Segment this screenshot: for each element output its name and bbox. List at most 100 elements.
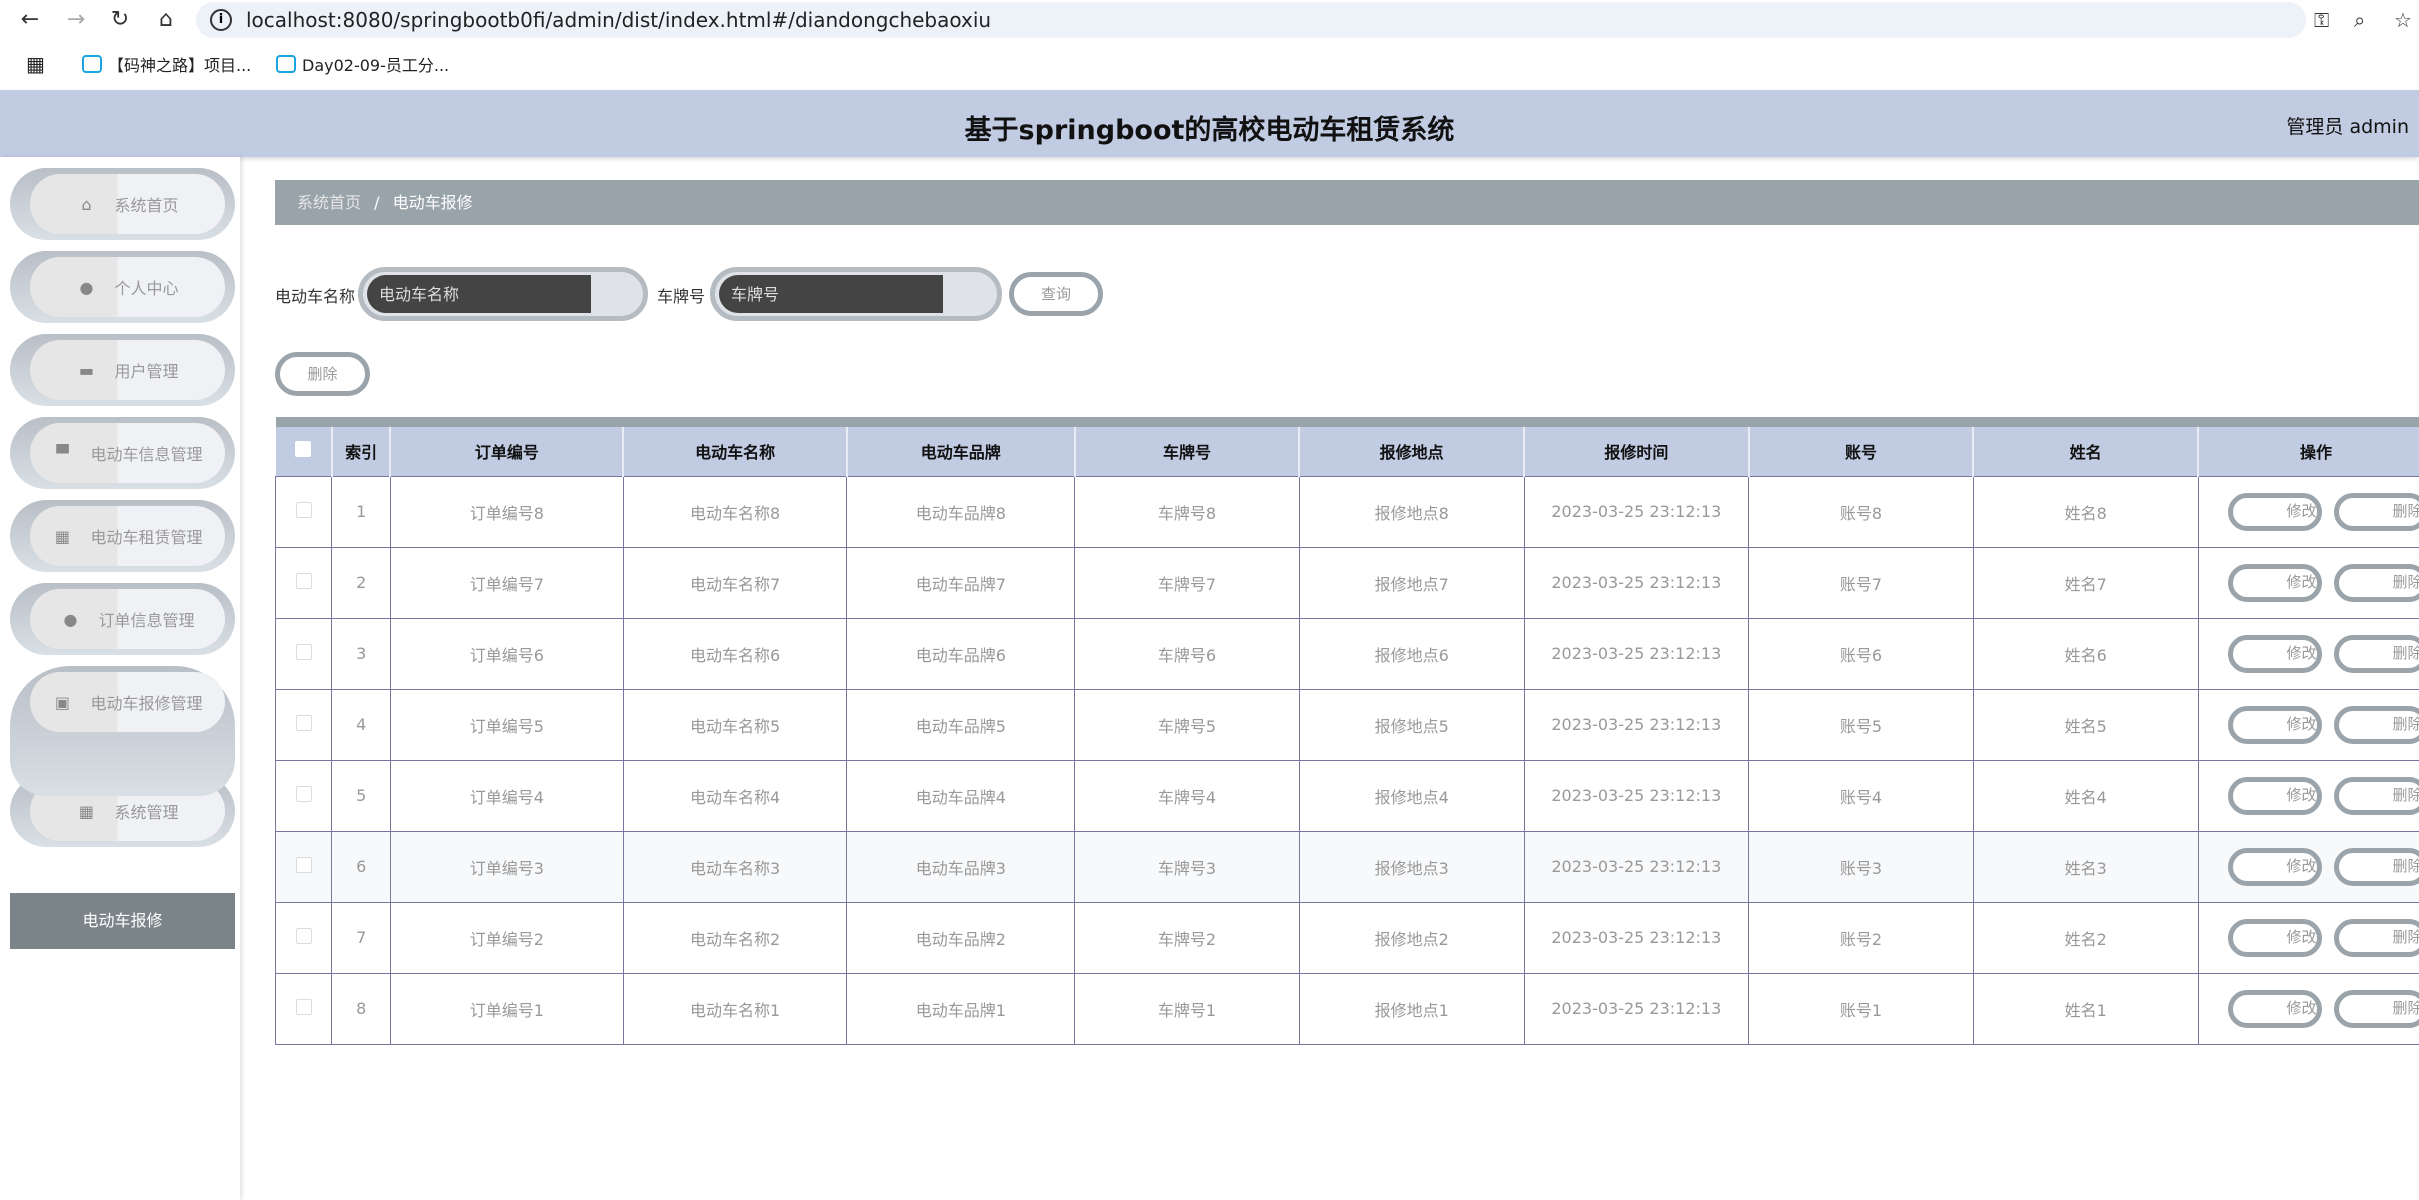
apps-icon[interactable]: ▦ <box>26 52 45 76</box>
edit-button[interactable]: 修改 <box>2227 634 2322 673</box>
home-icon[interactable]: ⌂ <box>159 7 173 32</box>
bookmark-1[interactable]: 【码神之路】项目... <box>82 52 251 76</box>
table-cell: 姓名6 <box>1972 617 2199 690</box>
table-cell: 2023-03-25 23:12:13 <box>1523 759 1750 832</box>
breadcrumb-current: 电动车报修 <box>392 193 473 212</box>
info-icon[interactable]: i <box>210 9 232 31</box>
grid-icon: ▦ <box>78 801 95 821</box>
table-cell: 电动车品牌2 <box>846 901 1076 974</box>
table-row: 6 订单编号3 电动车名称3 电动车品牌3 车牌号3 报修地点3 2023-03-25 23… <box>274 830 2419 903</box>
breadcrumb-home[interactable]: 系统首页 <box>297 193 362 212</box>
table-cell: 姓名8 <box>1972 475 2199 548</box>
row-checkbox[interactable] <box>295 643 312 660</box>
table-cell: 2 <box>331 546 391 619</box>
edit-button[interactable]: 修改 <box>2227 918 2322 957</box>
user-label[interactable]: 管理员 admin <box>2286 116 2409 138</box>
delete-button[interactable]: 删除 <box>2333 492 2419 531</box>
table-cell: 电动车名称4 <box>622 759 848 832</box>
table-cell: 车牌号8 <box>1074 475 1300 548</box>
table-cell: 2023-03-25 23:12:13 <box>1523 617 1750 690</box>
actions-cell: 修改 删除 <box>2197 688 2419 761</box>
column-header: 电动车品牌 <box>846 422 1076 476</box>
column-header: 账号 <box>1748 422 1975 476</box>
batch-delete-button[interactable]: 删除 <box>275 352 370 396</box>
bilibili-icon <box>276 55 296 73</box>
app-title: 基于springboot的高校电动车租赁系统 <box>964 115 1455 146</box>
row-checkbox[interactable] <box>295 572 312 589</box>
delete-button[interactable]: 删除 <box>2333 563 2419 602</box>
bookmark-2[interactable]: Day02-09-员工分... <box>276 52 449 76</box>
edit-button[interactable]: 修改 <box>2227 705 2322 744</box>
zoom-icon[interactable]: ⌕ <box>2354 8 2366 32</box>
table-cell: 电动车名称2 <box>622 901 848 974</box>
sidebar-item-label: 电动车租赁管理 <box>90 528 203 547</box>
sidebar-item-label: 电动车报修管理 <box>90 694 203 713</box>
back-icon[interactable]: ← <box>20 7 40 32</box>
edit-button[interactable]: 修改 <box>2227 563 2322 602</box>
star-icon[interactable]: ☆ <box>2394 8 2412 32</box>
browser-chrome: ← → ↻ ⌂ i localhost:8080/springbootb0fi/… <box>0 0 2419 88</box>
delete-button[interactable]: 删除 <box>2333 705 2419 744</box>
delete-button[interactable]: 删除 <box>2333 918 2419 957</box>
table-cell: 订单编号7 <box>389 546 624 619</box>
delete-button[interactable]: 删除 <box>2333 989 2419 1028</box>
inbox-icon: ▀ <box>56 443 69 463</box>
sidebar-item-5[interactable]: ● 订单信息管理 <box>10 583 235 655</box>
sidebar-subitem-repair[interactable]: 电动车报修 <box>10 893 235 949</box>
row-checkbox[interactable] <box>295 714 312 731</box>
delete-button[interactable]: 删除 <box>2333 776 2419 815</box>
balloon-icon: ● <box>63 609 78 629</box>
row-checkbox[interactable] <box>295 998 312 1015</box>
edit-button[interactable]: 修改 <box>2227 776 2322 815</box>
edit-button[interactable]: 修改 <box>2227 492 2322 531</box>
table-cell: 电动车品牌7 <box>846 546 1076 619</box>
column-header: 姓名 <box>1973 422 2200 476</box>
sidebar-item-label: 个人中心 <box>114 279 179 298</box>
sidebar-item-3[interactable]: ▀ 电动车信息管理 <box>10 417 235 489</box>
address-bar[interactable]: i localhost:8080/springbootb0fi/admin/di… <box>196 2 2306 38</box>
select-all-checkbox[interactable] <box>295 441 312 458</box>
table-cell: 报修地点1 <box>1298 972 1525 1045</box>
table-cell: 电动车名称3 <box>622 830 848 903</box>
actions-cell: 修改 删除 <box>2197 830 2419 903</box>
table-row: 3 订单编号6 电动车名称6 电动车品牌6 车牌号6 报修地点6 2023-03-25 23… <box>274 617 2419 690</box>
row-checkbox[interactable] <box>295 927 312 944</box>
row-checkbox-cell <box>274 901 333 974</box>
sidebar-item-label: 订单信息管理 <box>98 611 195 630</box>
table-cell: 电动车名称1 <box>622 972 848 1045</box>
column-header: 操作 <box>2198 422 2419 476</box>
row-checkbox[interactable] <box>295 856 312 873</box>
table-cell: 账号6 <box>1748 617 1974 690</box>
row-checkbox-cell <box>274 617 333 690</box>
delete-button[interactable]: 删除 <box>2333 847 2419 886</box>
sidebar-item-6[interactable]: ▣ 电动车报修管理 <box>10 666 235 796</box>
table-cell: 电动车品牌4 <box>846 759 1076 832</box>
plate-search-input[interactable] <box>719 275 943 313</box>
sidebar-item-2[interactable]: ▬ 用户管理 <box>10 334 235 406</box>
actions-cell: 修改 删除 <box>2197 475 2419 548</box>
table-cell: 订单编号5 <box>389 688 624 761</box>
key-icon[interactable]: ⚿ <box>2314 8 2330 32</box>
row-checkbox[interactable] <box>295 501 312 518</box>
name-search-input[interactable] <box>367 275 591 313</box>
table-cell: 电动车品牌8 <box>846 475 1076 548</box>
table-cell: 报修地点3 <box>1298 830 1525 903</box>
delete-button[interactable]: 删除 <box>2333 634 2419 673</box>
row-checkbox-cell <box>274 688 333 761</box>
edit-button[interactable]: 修改 <box>2227 847 2322 886</box>
table-row: 5 订单编号4 电动车名称4 电动车品牌4 车牌号4 报修地点4 2023-03-25 23… <box>274 759 2419 832</box>
table-cell: 2023-03-25 23:12:13 <box>1523 830 1750 903</box>
sidebar-item-0[interactable]: ⌂ 系统首页 <box>10 168 235 240</box>
table-cell: 账号7 <box>1748 546 1974 619</box>
edit-button[interactable]: 修改 <box>2227 989 2322 1028</box>
table-cell: 电动车名称8 <box>622 475 848 548</box>
column-header: 报修地点 <box>1299 422 1525 476</box>
forward-icon[interactable]: → <box>66 7 86 32</box>
actions-cell: 修改 删除 <box>2197 901 2419 974</box>
query-button[interactable]: 查询 <box>1009 272 1103 316</box>
reload-icon[interactable]: ↻ <box>110 7 130 32</box>
column-header: 订单编号 <box>390 422 625 476</box>
sidebar-item-4[interactable]: ▦ 电动车租赁管理 <box>10 500 235 572</box>
row-checkbox[interactable] <box>295 785 312 802</box>
sidebar-item-1[interactable]: ● 个人中心 <box>10 251 235 323</box>
